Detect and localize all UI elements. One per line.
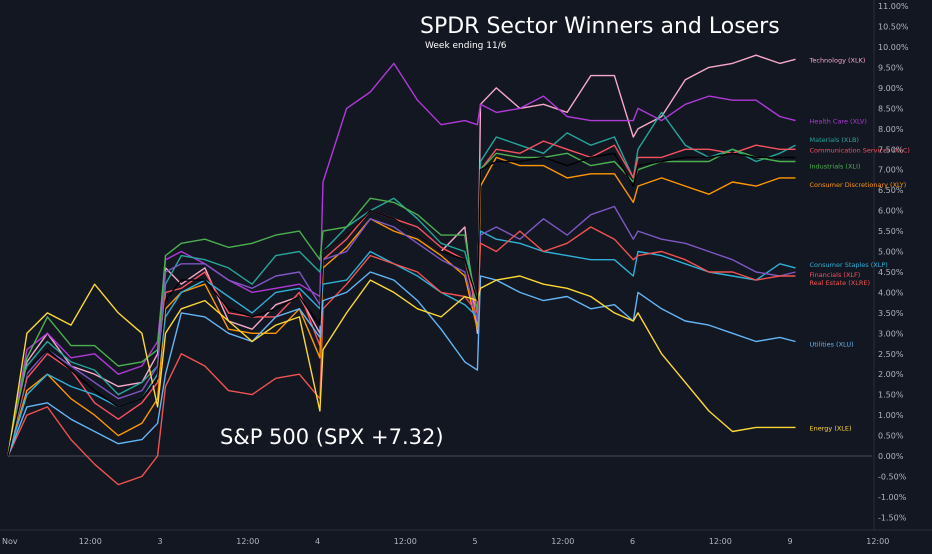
y-tick-label-7: 7.50% (878, 145, 904, 154)
y-tick-label-18: 2.00% (878, 370, 904, 379)
series-line-9[interactable] (7, 271, 796, 457)
spx-annotation: S&P 500 (SPX +7.32) (220, 425, 444, 449)
series-end-label-10: Energy (XLE) (810, 424, 852, 432)
y-tick-label-19: 1.50% (878, 391, 904, 400)
series-line-7[interactable] (7, 205, 796, 457)
y-tick-label-6: 8.00% (878, 125, 904, 134)
series-end-label-7: Financials (XLF) (810, 271, 861, 279)
x-tick-label-10: 9 (788, 537, 793, 546)
series-line-1[interactable] (7, 62, 796, 457)
y-tick-label-24: -1.00% (878, 493, 907, 502)
series-line-11[interactable] (7, 152, 796, 457)
y-tick-label-13: 4.50% (878, 268, 904, 277)
chart-subtitle: Week ending 11/6 (425, 41, 507, 51)
y-tick-label-3: 9.50% (878, 63, 904, 72)
x-tick-label-7: 12:00 (551, 537, 574, 546)
y-tick-label-16: 3.00% (878, 329, 904, 338)
series-end-label-6: Consumer Staples (XLP) (810, 261, 888, 269)
y-tick-label-15: 3.50% (878, 309, 904, 318)
y-tick-label-17: 2.50% (878, 350, 904, 359)
y-tick-label-1: 10.50% (878, 23, 909, 32)
x-tick-label-2: 3 (158, 537, 163, 546)
x-tick-label-4: 4 (315, 537, 320, 546)
x-tick-label-11: 12:00 (866, 537, 889, 546)
y-tick-label-5: 8.50% (878, 104, 904, 113)
y-tick-label-14: 4.00% (878, 288, 904, 297)
x-tick-label-6: 5 (473, 537, 478, 546)
x-tick-label-5: 12:00 (394, 537, 417, 546)
y-tick-label-0: 11.00% (878, 2, 909, 11)
y-tick-label-8: 7.00% (878, 166, 904, 175)
x-tick-label-3: 12:00 (236, 537, 259, 546)
series-end-label-9: Utilities (XLU) (810, 341, 854, 349)
y-axis-group: 11.00% 10.50% 10.00% 9.50% 9.00% 8.50% 8.00% 7.… (878, 2, 909, 522)
chart-title: SPDR Sector Winners and Losers (420, 14, 780, 39)
y-tick-label-11: 5.50% (878, 227, 904, 236)
x-tick-label-8: 6 (630, 537, 635, 546)
series-line-8[interactable] (7, 226, 796, 486)
y-tick-label-20: 1.00% (878, 411, 904, 420)
x-tick-label-0: Nov (2, 537, 18, 546)
x-tick-label-1: 12:00 (79, 537, 102, 546)
y-tick-label-9: 6.50% (878, 186, 904, 195)
series-line-10[interactable] (7, 275, 796, 457)
axes-group (0, 0, 932, 531)
series-end-label-0: Technology (XLK) (809, 56, 866, 64)
series-line-3[interactable] (7, 140, 796, 457)
end-labels-group: Technology (XLK) Health Care (XLV) Materia… (809, 56, 910, 432)
y-tick-label-10: 6.00% (878, 207, 904, 216)
series-end-label-8: Real Estate (XLRE) (810, 279, 871, 287)
y-tick-label-21: 0.50% (878, 432, 904, 441)
y-tick-label-12: 5.00% (878, 248, 904, 257)
y-tick-label-22: 0.00% (878, 452, 904, 461)
series-end-label-3: Communication Services (XLC) (810, 146, 910, 154)
y-tick-label-4: 9.00% (878, 84, 904, 93)
y-tick-label-2: 10.00% (878, 43, 909, 52)
series-end-label-5: Consumer Discretionary (XLY) (810, 181, 907, 189)
series-group (7, 54, 796, 486)
series-end-label-4: Industrials (XLI) (810, 163, 861, 171)
y-tick-label-25: -1.50% (878, 513, 907, 522)
x-axis-group: Nov 12:00 3 12:00 4 12:00 5 12:00 6 12:00 9 12:00 (2, 537, 889, 546)
y-tick-label-23: -0.50% (878, 472, 907, 481)
series-end-label-2: Materials (XLB) (810, 136, 859, 144)
x-tick-label-9: 12:00 (709, 537, 732, 546)
series-line-4[interactable] (7, 148, 796, 457)
series-end-label-1: Health Care (XLV) (810, 118, 867, 126)
